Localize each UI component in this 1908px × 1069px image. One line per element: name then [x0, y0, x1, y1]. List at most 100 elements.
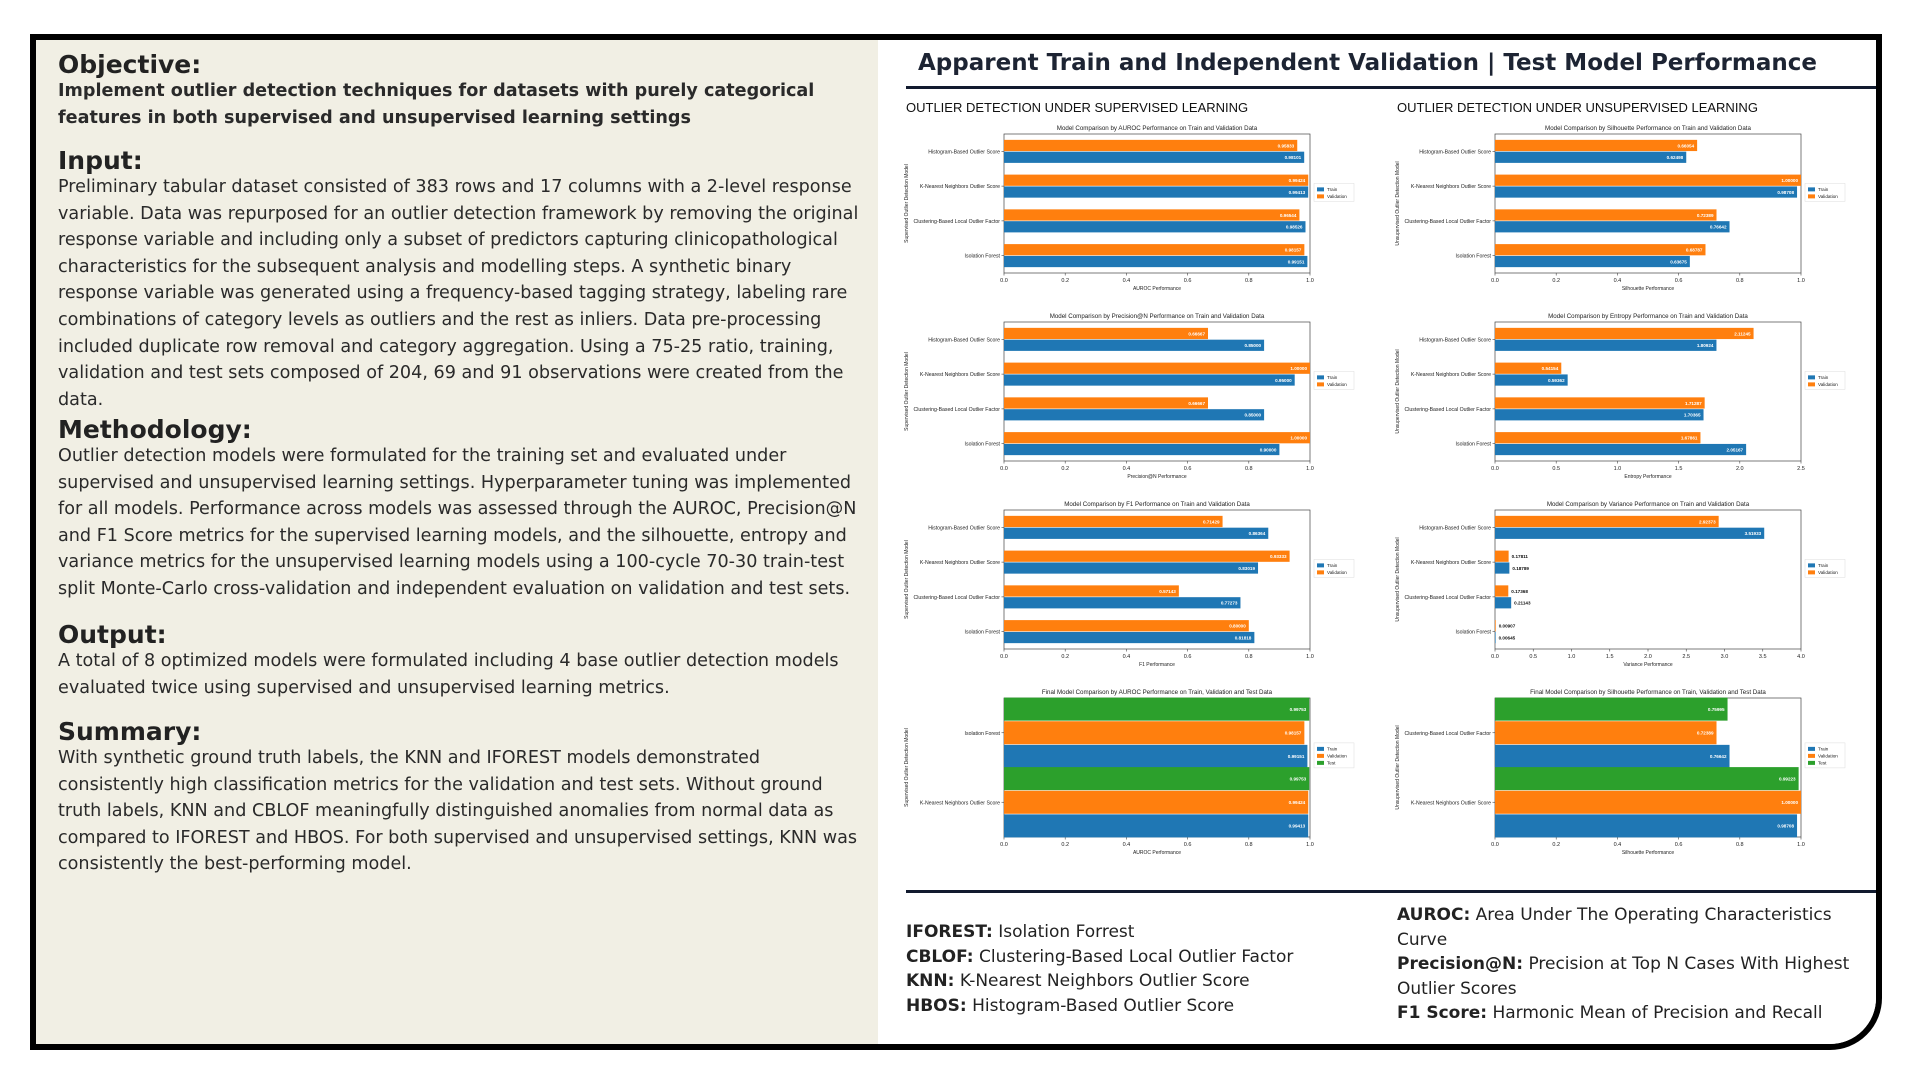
legend-abbr: AUROC: [1397, 905, 1471, 925]
input-text: Preliminary tabular dataset consisted of… [58, 177, 859, 410]
output-text: A total of 8 optimized models were formu… [58, 651, 839, 698]
chart-svg: Final Model Comparison by AUROC Performa… [904, 689, 1355, 856]
bar-value-label: 0.86364 [1249, 531, 1266, 536]
bar [1004, 767, 1310, 791]
y-axis-label: Supervised Outlier Detection Model [904, 352, 910, 431]
bar [1004, 186, 1309, 198]
x-tick-label: 0.8 [1245, 466, 1253, 472]
bar-value-label: 0.98708 [1777, 824, 1794, 829]
bar [1495, 255, 1690, 268]
legend-swatch [1317, 187, 1324, 192]
bar-value-label: 0.18789 [1512, 566, 1529, 571]
x-axis-label: Silhouette Performance [1622, 850, 1674, 856]
input-heading: Input: [58, 146, 143, 175]
bar-value-label: 0.17811 [1512, 554, 1529, 559]
x-tick-label: 0.0 [1000, 466, 1008, 472]
bar [1004, 409, 1265, 421]
x-axis-label: AUROC Performance [1133, 286, 1181, 292]
legend-abbr: HBOS: [906, 995, 967, 1016]
bar [1495, 767, 1799, 791]
bar [1004, 790, 1309, 814]
bar [1004, 697, 1310, 721]
bar [1495, 515, 1719, 528]
bar-value-label: 0.98101 [1285, 155, 1302, 160]
bar [1495, 397, 1705, 409]
x-tick-label: 0.0 [1491, 654, 1499, 660]
bar [1004, 327, 1209, 340]
bar [1495, 186, 1798, 198]
chart-final-auroc: Final Model Comparison by AUROC Performa… [896, 684, 1386, 869]
legend-swatch [1808, 382, 1815, 387]
bar-value-label: 0.57143 [1159, 589, 1176, 594]
bar-value-label: 2.92373 [1699, 519, 1716, 524]
x-axis-label: AUROC Performance [1133, 850, 1181, 856]
chart-svg: Final Model Comparison by Silhouette Per… [1395, 689, 1846, 856]
bar-value-label: 0.21143 [1514, 601, 1531, 606]
y-axis-label: Supervised Outlier Detection Model [904, 540, 910, 619]
bar-value-label: 0.00907 [1499, 624, 1516, 629]
legend-item: Precision@N: Precision at Top N Cases Wi… [1397, 952, 1867, 1001]
legend-item: KNN: K-Nearest Neighbors Outlier Score [906, 969, 1366, 994]
x-tick-label: 0.6 [1184, 842, 1192, 848]
bar [1004, 221, 1306, 233]
legend-item: CBLOF: Clustering-Based Local Outlier Fa… [906, 945, 1366, 970]
y-tick-label: Isolation Forest [965, 442, 1001, 448]
bar [1004, 339, 1265, 351]
legend-swatch [1808, 570, 1815, 575]
bar-value-label: 0.72389 [1697, 731, 1714, 736]
bar-value-label: 0.68787 [1686, 248, 1703, 253]
objective-heading: Objective: [58, 50, 202, 79]
bar [1495, 620, 1496, 632]
chart-supervised-f1: Model Comparison by F1 Performance on Tr… [896, 496, 1386, 681]
bar [1495, 151, 1687, 163]
bar [1495, 790, 1801, 814]
x-tick-label: 0.8 [1736, 278, 1744, 284]
bar [1004, 255, 1308, 268]
y-tick-label: Isolation Forest [965, 731, 1001, 737]
bar [1495, 814, 1798, 838]
bar-value-label: 1.80924 [1697, 343, 1714, 348]
legend-swatch [1317, 746, 1324, 751]
x-tick-label: 1.0 [1306, 654, 1314, 660]
legend-item: AUROC: Area Under The Operating Characte… [1397, 903, 1867, 952]
legend-swatch [1808, 563, 1815, 568]
bar [1004, 374, 1295, 386]
chart-title: Model Comparison by AUROC Performance on… [1057, 125, 1258, 132]
legend-label: Train [1327, 375, 1338, 380]
y-tick-label: K-Nearest Neighbors Outlier Score [920, 372, 1000, 378]
chart-svg: Model Comparison by Variance Performance… [1395, 501, 1846, 668]
methodology-text: Outlier detection models were formulated… [58, 446, 857, 599]
bar-value-label: 0.90000 [1260, 447, 1277, 452]
y-tick-label: Histogram-Based Outlier Score [1419, 525, 1491, 531]
x-tick-label: 3.0 [1721, 654, 1729, 660]
legend-label: Test [1327, 761, 1336, 766]
bar-value-label: 0.66054 [1678, 143, 1695, 148]
x-axis-label: Precision@N Performance [1127, 474, 1186, 480]
bar-value-label: 0.95000 [1275, 378, 1292, 383]
chart-title: Model Comparison by Variance Performance… [1547, 501, 1750, 508]
plot-frame [1003, 133, 1311, 274]
methodology-heading: Methodology: [58, 415, 252, 444]
legend-item: IFOREST: Isolation Forrest [906, 920, 1366, 945]
bar [1004, 631, 1255, 644]
y-tick-label: Clustering-Based Local Outlier Factor [1405, 219, 1492, 225]
bar-value-label: 0.95833 [1278, 143, 1295, 148]
x-tick-label: 1.0 [1568, 654, 1576, 660]
bar [1495, 174, 1801, 186]
bar [1004, 550, 1290, 562]
legend-swatch [1808, 753, 1815, 758]
legend-swatch [1808, 746, 1815, 751]
bar [1495, 209, 1717, 221]
bar [1495, 374, 1568, 386]
bar [1495, 327, 1754, 340]
y-tick-label: K-Nearest Neighbors Outlier Score [1411, 560, 1491, 566]
unsupervised-heading: OUTLIER DETECTION UNDER UNSUPERVISED LEA… [1397, 100, 1758, 115]
x-tick-label: 0.0 [1491, 278, 1499, 284]
y-tick-label: Histogram-Based Outlier Score [928, 525, 1000, 531]
legend-swatch [1808, 375, 1815, 380]
bar-value-label: 1.70365 [1684, 413, 1701, 418]
legend-swatch [1317, 570, 1324, 575]
y-tick-label: K-Nearest Neighbors Outlier Score [1411, 372, 1491, 378]
legend-swatch [1317, 375, 1324, 380]
y-tick-label: Histogram-Based Outlier Score [928, 337, 1000, 343]
